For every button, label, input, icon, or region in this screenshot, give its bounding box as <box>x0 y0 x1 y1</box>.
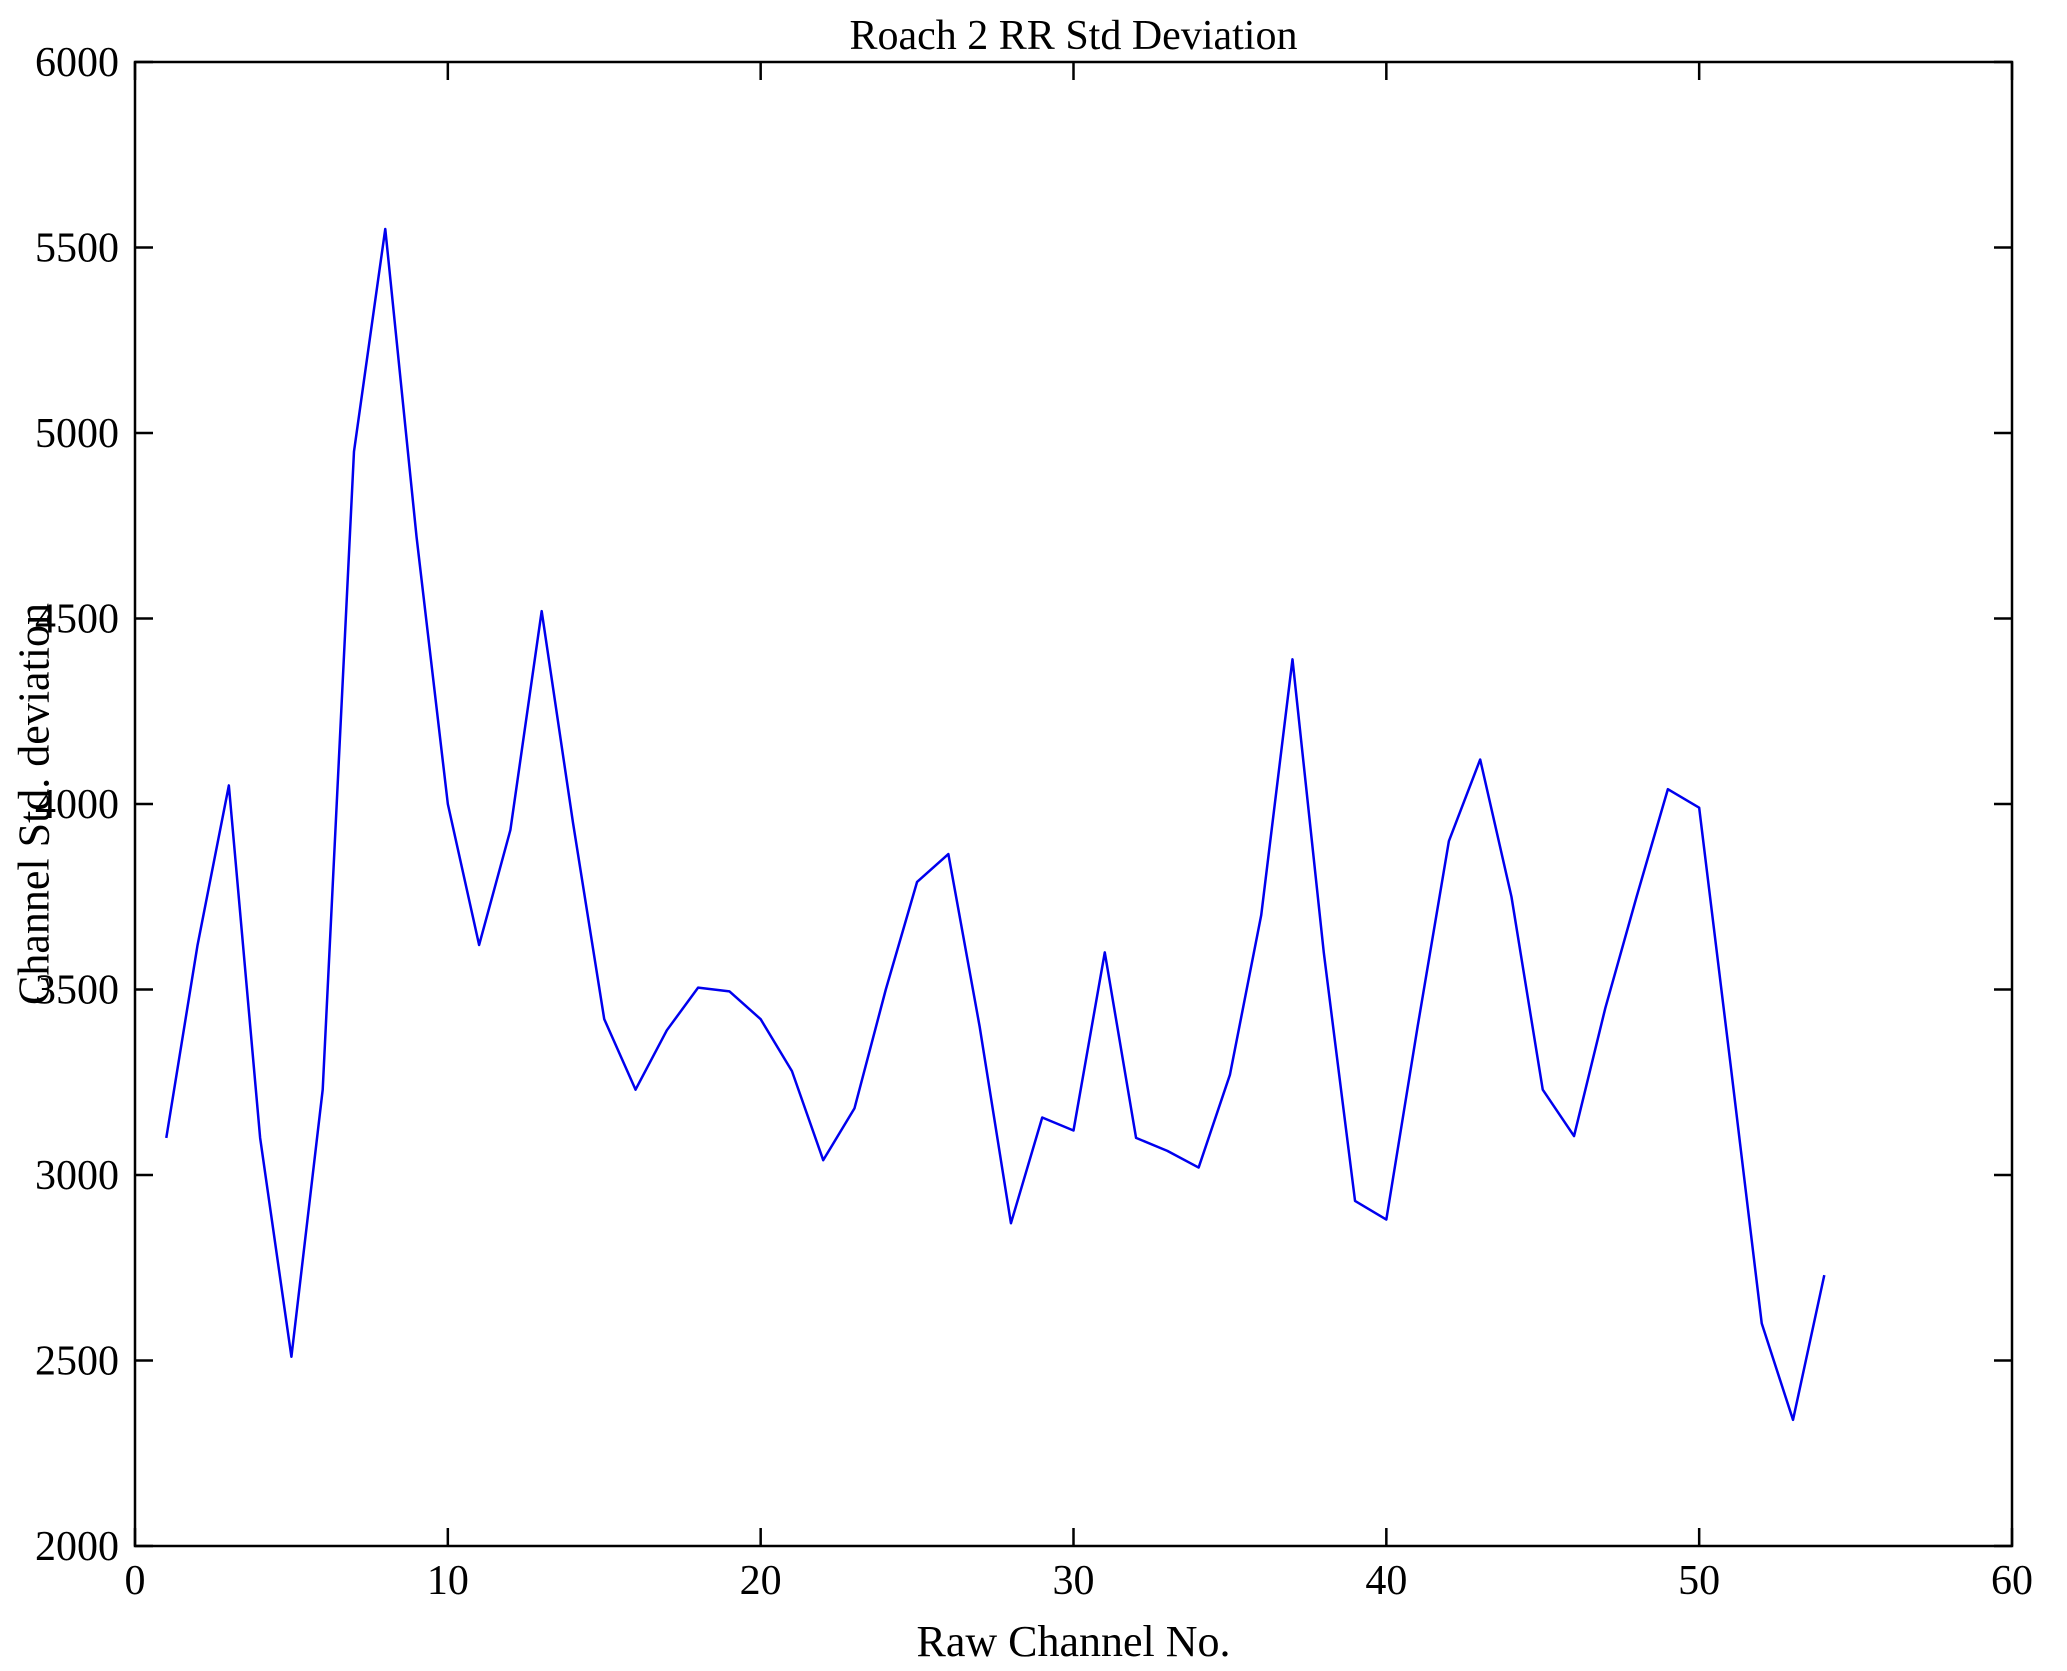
y-tick-label: 3000 <box>35 1153 119 1199</box>
x-axis-label: Raw Channel No. <box>916 1617 1231 1666</box>
y-tick-label: 2000 <box>35 1524 119 1570</box>
y-tick-label: 5000 <box>35 411 119 457</box>
x-tick-label: 40 <box>1365 1558 1407 1604</box>
y-tick-label: 4000 <box>35 782 119 828</box>
x-tick-label: 50 <box>1678 1558 1720 1604</box>
x-tick-label: 60 <box>1991 1558 2033 1604</box>
x-tick-label: 10 <box>427 1558 469 1604</box>
plot-box <box>133 60 2014 1548</box>
y-tick-label: 4500 <box>35 597 119 643</box>
x-tick-label: 20 <box>740 1558 782 1604</box>
y-tick-label: 2500 <box>35 1339 119 1385</box>
data-line <box>165 227 1826 1422</box>
x-tick-label: 30 <box>1053 1558 1095 1604</box>
y-tick-label: 6000 <box>35 40 119 86</box>
x-tick-label: 0 <box>125 1558 146 1604</box>
y-tick-label: 3500 <box>35 968 119 1014</box>
y-tick-label: 5500 <box>35 226 119 272</box>
y-axis-label: Channel Std. deviation <box>9 602 59 1006</box>
chart-title: Roach 2 RR Std Deviation <box>849 13 1298 59</box>
